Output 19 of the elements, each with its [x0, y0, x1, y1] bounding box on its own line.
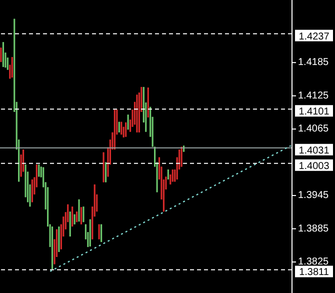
candlestick — [98, 224, 100, 240]
y-tick-label: 1.3885 — [298, 223, 330, 234]
y-tick-label: 1.4185 — [298, 57, 330, 68]
candlestick — [80, 206, 82, 225]
candlestick — [38, 164, 40, 178]
y-tick-label: 1.4065 — [298, 124, 330, 135]
y-tick-label: 1.4125 — [298, 90, 330, 102]
candlestick — [125, 122, 127, 138]
ref-line-label: 1.4101 — [298, 106, 330, 118]
ref-line-label: 1.4003 — [298, 160, 330, 172]
candlestick — [11, 56, 13, 78]
candlestick — [72, 206, 74, 228]
ref-line-label: 1.4031 — [298, 145, 330, 156]
y-tick-label: 1.3945 — [298, 190, 330, 202]
ref-line-label: 1.3811 — [299, 267, 330, 278]
candlestick — [82, 206, 84, 223]
ref-line-label: 1.4237 — [298, 31, 330, 42]
candlestick — [127, 114, 129, 130]
y-tick-label: 1.3825 — [298, 256, 330, 268]
